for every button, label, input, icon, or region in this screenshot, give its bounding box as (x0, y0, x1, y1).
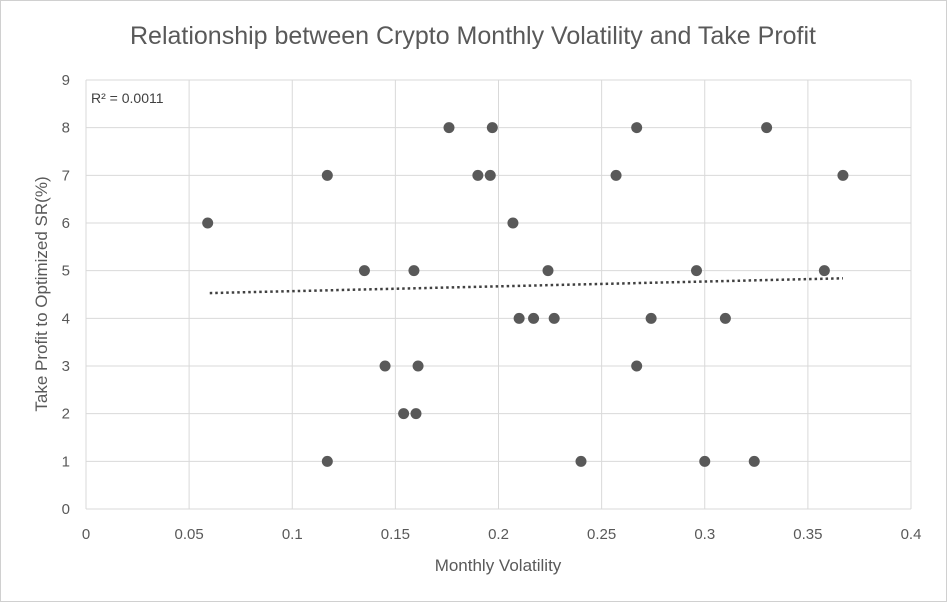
data-point (645, 312, 657, 324)
data-point (321, 169, 333, 181)
x-tick-label: 0.35 (793, 526, 822, 543)
x-tick-label: 0.4 (901, 526, 922, 543)
data-points (202, 122, 849, 467)
gridlines (85, 79, 912, 510)
data-point (761, 122, 773, 134)
x-tick-label: 0.05 (175, 526, 204, 543)
x-tick-label: 0.2 (488, 526, 509, 543)
x-axis-ticks: 0 0.05 0.1 0.15 0.2 0.25 0.3 0.35 0.4 (82, 526, 922, 543)
data-point (408, 265, 420, 277)
data-point (513, 312, 525, 324)
x-tick-label: 0 (82, 526, 90, 543)
data-point (548, 312, 560, 324)
data-point (610, 169, 622, 181)
y-tick-label: 5 (62, 263, 70, 280)
y-tick-label: 3 (62, 358, 70, 375)
data-point (528, 312, 540, 324)
data-point (472, 169, 484, 181)
data-point (631, 122, 643, 134)
x-axis-label: Monthly Volatility (435, 556, 562, 575)
data-point (575, 455, 587, 467)
data-point (398, 408, 410, 420)
data-point (542, 265, 554, 277)
x-tick-label: 0.1 (282, 526, 303, 543)
y-tick-label: 8 (62, 120, 70, 137)
x-tick-label: 0.15 (381, 526, 410, 543)
data-point (631, 360, 643, 372)
chart-title: Relationship between Crypto Monthly Vola… (130, 22, 816, 50)
y-tick-label: 7 (62, 167, 70, 184)
x-tick-label: 0.25 (587, 526, 616, 543)
y-tick-label: 2 (62, 406, 70, 423)
y-tick-label: 4 (62, 310, 70, 327)
data-point (486, 122, 498, 134)
y-tick-label: 0 (62, 501, 70, 518)
data-point (358, 265, 370, 277)
data-point (748, 455, 760, 467)
y-axis-label: Take Profit to Optimized SR(%) (32, 176, 51, 411)
y-axis-ticks: 0 1 2 3 4 5 6 7 8 9 (62, 72, 70, 518)
data-point (443, 122, 455, 134)
data-point (484, 169, 496, 181)
data-point (699, 455, 711, 467)
data-point (412, 360, 424, 372)
data-point (379, 360, 391, 372)
data-point (410, 408, 422, 420)
x-tick-label: 0.3 (694, 526, 715, 543)
data-point (691, 265, 702, 277)
y-tick-label: 6 (62, 215, 70, 232)
data-point (818, 265, 830, 277)
data-point (837, 169, 849, 181)
data-point (321, 455, 333, 467)
r-squared-label: R² = 0.0011 (91, 90, 164, 106)
y-tick-label: 9 (62, 72, 70, 89)
trendline (209, 277, 843, 295)
data-point (202, 217, 214, 229)
y-tick-label: 1 (62, 453, 70, 470)
data-point (507, 217, 519, 229)
data-point (719, 312, 731, 324)
